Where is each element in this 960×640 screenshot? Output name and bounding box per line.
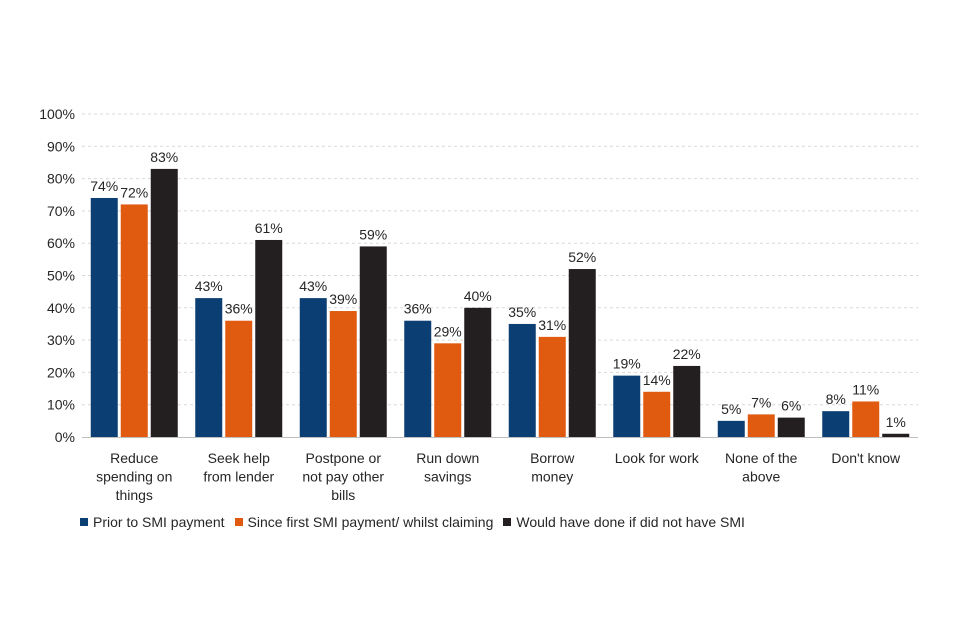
- data-label: 14%: [643, 372, 671, 388]
- y-tick-label: 50%: [47, 268, 75, 284]
- legend-swatch: [503, 518, 512, 526]
- legend-item: Since first SMI payment/ whilst claiming: [234, 514, 494, 530]
- category-label: Run down savings: [416, 450, 479, 485]
- bar: [90, 197, 118, 437]
- y-tick-label: 80%: [47, 171, 75, 187]
- bar: [747, 414, 775, 437]
- y-tick-label: 30%: [47, 332, 75, 348]
- bar: [673, 365, 701, 437]
- data-label: 11%: [852, 381, 879, 397]
- legend-label: Prior to SMI payment: [93, 514, 225, 530]
- legend-label: Since first SMI payment/ whilst claiming: [247, 514, 494, 530]
- legend-item: Would have done if did not have SMI: [503, 514, 745, 530]
- category-label: Seek help from lender: [203, 450, 274, 485]
- data-label: 61%: [255, 220, 283, 236]
- data-label: 72%: [120, 184, 148, 200]
- legend-swatch: [80, 518, 88, 526]
- data-label: 39%: [329, 291, 357, 307]
- y-tick-label: 0%: [55, 429, 75, 445]
- legend: Prior to SMI payment Since first SMI paym…: [80, 514, 755, 530]
- y-tick-label: 100%: [39, 106, 75, 122]
- data-label: 1%: [886, 414, 906, 430]
- bar: [717, 420, 745, 437]
- bar: [120, 204, 148, 437]
- data-label: 35%: [508, 304, 536, 320]
- data-label: 40%: [464, 288, 492, 304]
- data-label: 83%: [150, 149, 178, 165]
- data-label: 43%: [195, 278, 223, 294]
- bar: [822, 411, 850, 437]
- data-labels: 74% 72%83%43%36%61%43%39%59%36%29%40%35%3…: [90, 149, 906, 430]
- bar: [882, 433, 910, 437]
- data-label: 8%: [826, 391, 846, 407]
- category-label: Postpone or not pay other bills: [302, 450, 384, 503]
- bar: [195, 298, 223, 437]
- y-tick-label: 60%: [47, 235, 75, 251]
- bar: [568, 269, 596, 437]
- data-label: 7%: [751, 394, 771, 410]
- data-label: 31%: [538, 317, 566, 333]
- data-label: 29%: [434, 323, 462, 339]
- data-label: 5%: [721, 401, 741, 417]
- category-label: Borrow money: [530, 450, 575, 485]
- data-label: 59%: [359, 226, 387, 242]
- bar: [508, 323, 536, 437]
- y-tick-label: 10%: [47, 397, 75, 413]
- y-tick-label: 40%: [47, 300, 75, 316]
- bar: [852, 401, 880, 437]
- bars: [90, 168, 910, 437]
- bar: [255, 239, 283, 437]
- bar: [434, 343, 462, 437]
- bar: [299, 298, 327, 437]
- data-label: 74%: [90, 178, 118, 194]
- bar: [404, 320, 432, 437]
- bar: [538, 336, 566, 437]
- data-label: 36%: [225, 301, 253, 317]
- legend-swatch: [234, 518, 243, 526]
- data-label: 22%: [673, 346, 701, 362]
- legend-label: Would have done if did not have SMI: [516, 514, 745, 530]
- category-label: None of the above: [725, 450, 798, 485]
- category-label: Look for work: [615, 450, 700, 466]
- legend-item: Prior to SMI payment: [80, 514, 225, 530]
- bar: [329, 311, 357, 437]
- y-axis-ticks: 0% 10% 20% 30% 40% 50% 60% 70% 80% 90% 100%: [39, 106, 75, 445]
- bar: [777, 417, 805, 437]
- category-label: Reduce spending on things: [96, 450, 172, 503]
- data-label: 52%: [568, 249, 596, 265]
- bar: [464, 307, 492, 437]
- y-tick-label: 70%: [47, 203, 75, 219]
- data-label: 19%: [613, 356, 641, 372]
- bar: [225, 320, 253, 437]
- y-tick-label: 20%: [47, 364, 75, 380]
- bar: [359, 246, 387, 437]
- data-label: 36%: [404, 301, 432, 317]
- y-tick-label: 90%: [47, 138, 75, 154]
- category-labels: Reduce spending on things Seek help from len…: [96, 450, 901, 503]
- category-label: Don't know: [831, 450, 901, 466]
- bar: [150, 168, 178, 437]
- bar: [613, 375, 641, 437]
- bar: [643, 391, 671, 437]
- data-label: 6%: [781, 398, 801, 414]
- data-label: 43%: [299, 278, 327, 294]
